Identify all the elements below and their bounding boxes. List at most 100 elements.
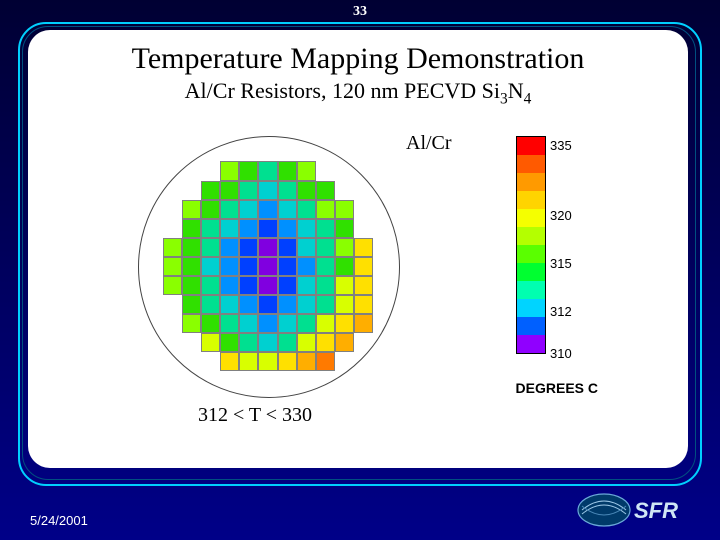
wafer-cell <box>182 219 201 238</box>
wafer-grid <box>144 142 392 390</box>
wafer-cell <box>220 181 239 200</box>
wafer-cell <box>316 314 335 333</box>
wafer-cell <box>182 314 201 333</box>
wafer-cell <box>144 200 163 219</box>
wafer-cell <box>239 257 258 276</box>
wafer-cell <box>354 352 373 371</box>
wafer-cell <box>373 161 392 180</box>
wafer-cell <box>163 142 182 161</box>
wafer-cell <box>297 352 316 371</box>
wafer-cell <box>182 142 201 161</box>
svg-text:SFR: SFR <box>634 498 678 523</box>
wafer-cell <box>354 333 373 352</box>
content-card: Temperature Mapping Demonstration Al/Cr … <box>28 30 688 468</box>
wafer-cell <box>163 219 182 238</box>
wafer-map <box>138 136 398 396</box>
wafer-cell <box>201 295 220 314</box>
wafer-cell <box>335 142 354 161</box>
wafer-cell <box>258 200 277 219</box>
wafer-cell <box>373 181 392 200</box>
wafer-cell <box>373 257 392 276</box>
wafer-cell <box>316 276 335 295</box>
wafer-cell <box>297 257 316 276</box>
wafer-cell <box>278 257 297 276</box>
wafer-cell <box>354 257 373 276</box>
wafer-cell <box>201 181 220 200</box>
wafer-cell <box>163 333 182 352</box>
wafer-cell <box>163 371 182 390</box>
wafer-cell <box>182 371 201 390</box>
legend-swatch <box>516 335 546 354</box>
wafer-cell <box>297 371 316 390</box>
wafer-cell <box>220 238 239 257</box>
legend-tick-label: 335 <box>550 138 588 153</box>
wafer-cell <box>239 142 258 161</box>
wafer-cell <box>144 333 163 352</box>
wafer-cell <box>144 219 163 238</box>
wafer-cell <box>239 333 258 352</box>
wafer-cell <box>220 314 239 333</box>
wafer-cell <box>335 238 354 257</box>
wafer-cell <box>373 219 392 238</box>
subtitle-mid: N <box>508 78 524 103</box>
wafer-cell <box>144 314 163 333</box>
legend-swatch <box>516 173 546 191</box>
subtitle-sub1: 3 <box>500 90 508 107</box>
legend-tick-label: 310 <box>550 346 588 361</box>
wafer-cell <box>297 333 316 352</box>
wafer-cell <box>220 200 239 219</box>
wafer-cell <box>239 371 258 390</box>
wafer-cell <box>144 371 163 390</box>
wafer-cell <box>220 333 239 352</box>
wafer-cell <box>201 200 220 219</box>
legend-swatch <box>516 245 546 263</box>
wafer-cell <box>201 219 220 238</box>
wafer-cell <box>335 314 354 333</box>
wafer-cell <box>316 142 335 161</box>
wafer-cell <box>297 238 316 257</box>
wafer-cell <box>258 238 277 257</box>
wafer-cell <box>144 295 163 314</box>
wafer-cell <box>335 352 354 371</box>
wafer-cell <box>201 276 220 295</box>
wafer-cell <box>201 371 220 390</box>
wafer-cell <box>144 238 163 257</box>
wafer-cell <box>258 257 277 276</box>
wafer-cell <box>297 219 316 238</box>
wafer-cell <box>354 314 373 333</box>
wafer-cell <box>144 352 163 371</box>
wafer-cell <box>144 142 163 161</box>
wafer-cell <box>182 257 201 276</box>
wafer-cell <box>354 161 373 180</box>
wafer-cell <box>278 371 297 390</box>
wafer-cell <box>316 161 335 180</box>
temperature-range: 312 < T < 330 <box>198 404 688 427</box>
sfr-logo: SFR <box>576 490 686 530</box>
wafer-cell <box>201 314 220 333</box>
legend-title: DEGREES C <box>516 380 598 396</box>
wafer-cell <box>182 200 201 219</box>
wafer-cell <box>201 238 220 257</box>
wafer-cell <box>163 314 182 333</box>
wafer-cell <box>258 181 277 200</box>
wafer-cell <box>354 219 373 238</box>
page-number: 33 <box>0 4 720 20</box>
wafer-cell <box>278 333 297 352</box>
legend-swatch <box>516 299 546 317</box>
wafer-cell <box>201 161 220 180</box>
wafer-cell <box>258 371 277 390</box>
wafer-cell <box>335 200 354 219</box>
wafer-cell <box>278 295 297 314</box>
wafer-cell <box>297 161 316 180</box>
wafer-annotation: Al/Cr <box>406 132 452 155</box>
wafer-cell <box>163 257 182 276</box>
wafer-cell <box>163 352 182 371</box>
legend-tick-label: 312 <box>550 304 588 319</box>
legend-tick-label: 320 <box>550 208 588 223</box>
wafer-cell <box>316 181 335 200</box>
wafer-cell <box>335 333 354 352</box>
wafer-cell <box>278 352 297 371</box>
slide-subtitle: Al/Cr Resistors, 120 nm PECVD Si3N4 <box>28 78 688 108</box>
legend-swatch <box>516 227 546 245</box>
wafer-cell <box>354 200 373 219</box>
